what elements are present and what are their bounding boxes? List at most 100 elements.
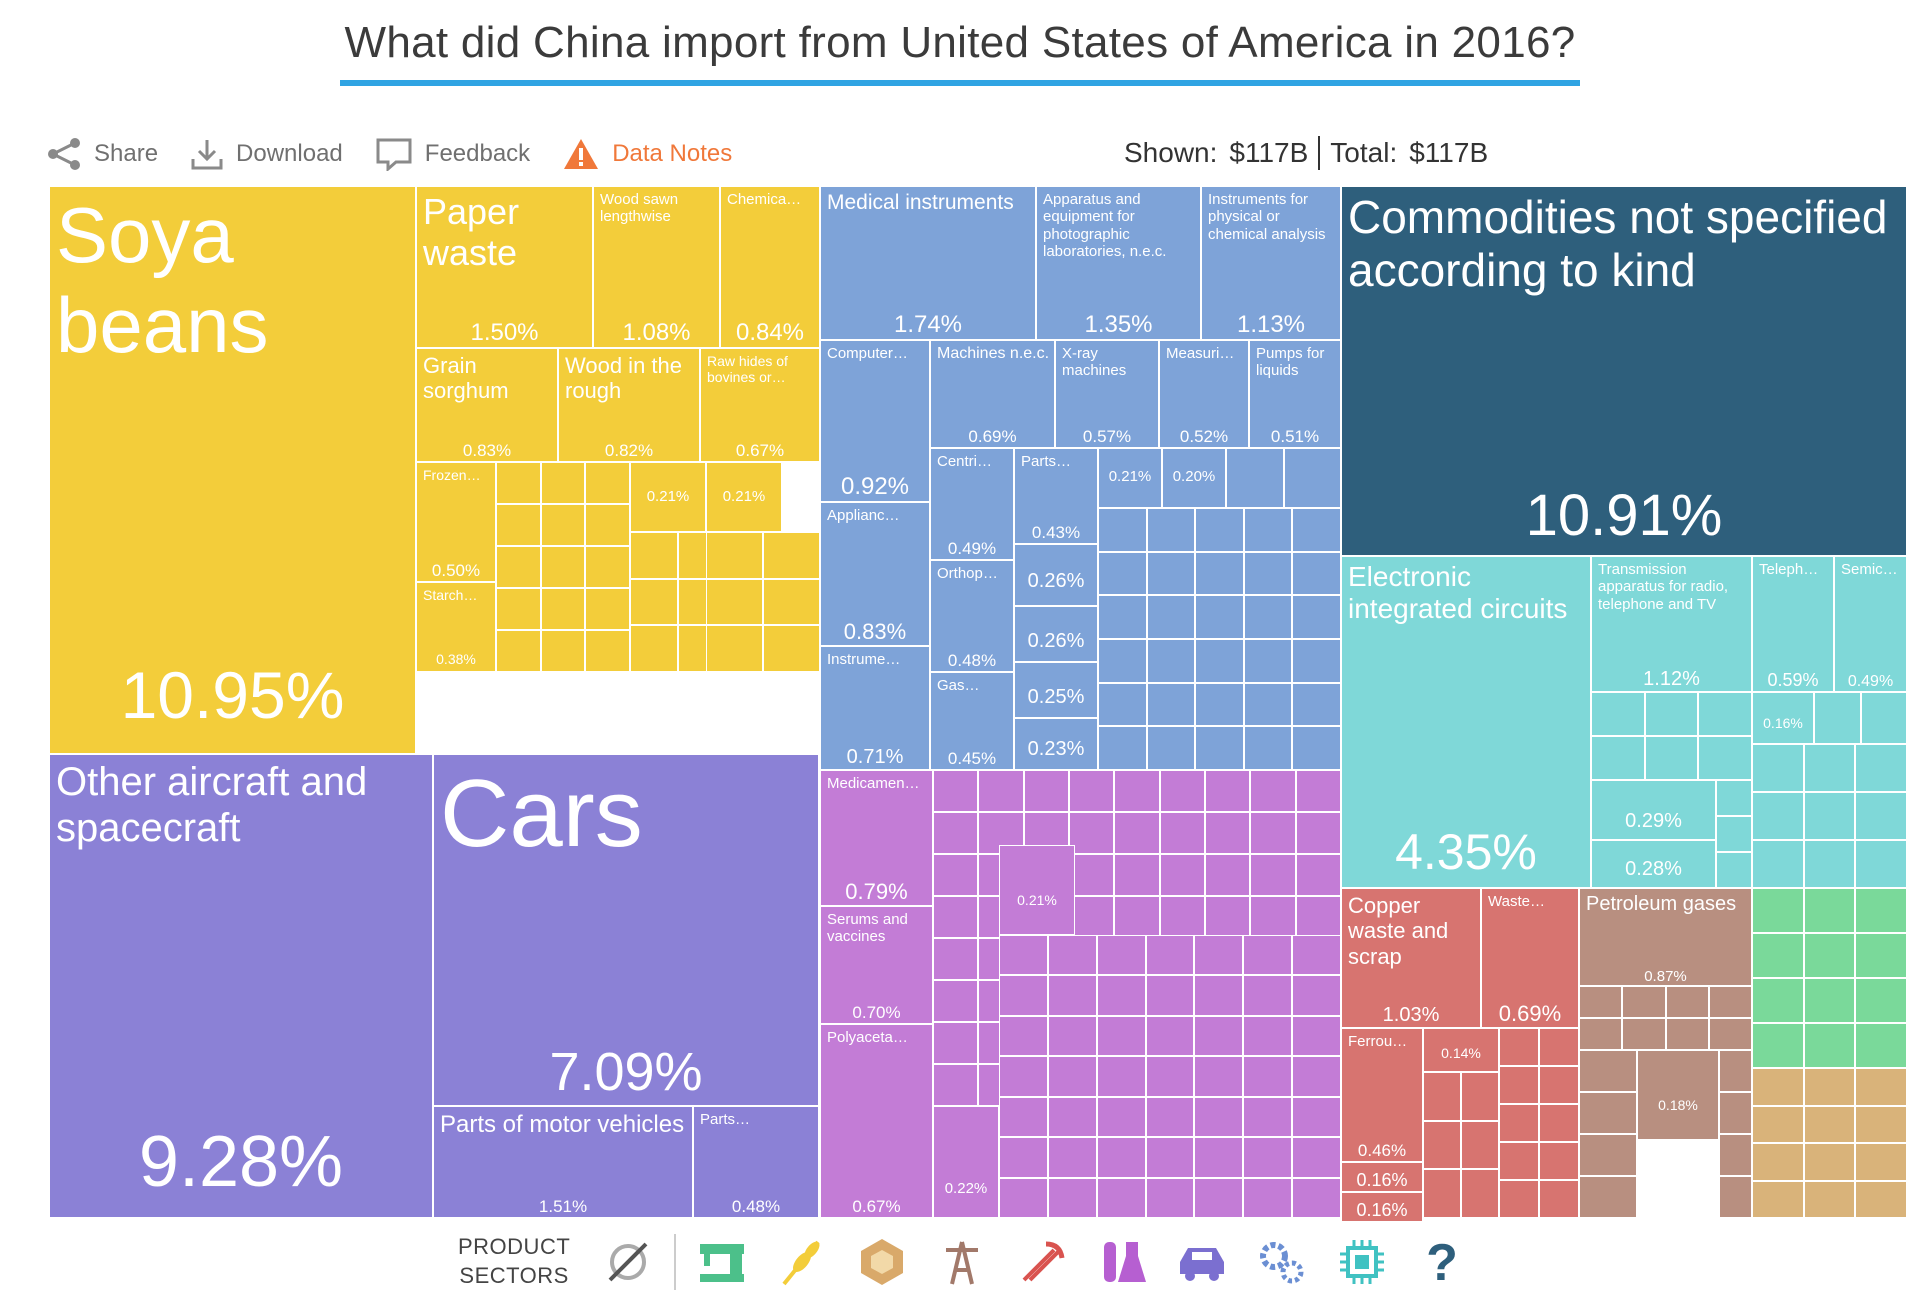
product-tile[interactable] [933,896,979,938]
machines-icon[interactable] [1254,1234,1310,1290]
product-tile[interactable] [1114,812,1160,854]
product-tile[interactable] [1292,975,1341,1016]
product-tile[interactable] [496,504,541,546]
product-tile[interactable] [1295,896,1341,938]
product-tile[interactable] [540,546,586,588]
product-tile[interactable]: 0.21% [1098,448,1162,508]
product-tile[interactable] [1855,978,1907,1023]
product-tile[interactable]: 0.20% [1162,448,1226,508]
product-tile[interactable]: Raw hides of bovines or… 0.67% [700,348,820,462]
metals-icon[interactable] [1014,1234,1070,1290]
product-tile[interactable] [1622,986,1666,1018]
product-tile[interactable] [1803,978,1856,1023]
product-tile[interactable] [1146,508,1196,552]
product-tile[interactable] [706,625,763,672]
product-tile[interactable] [1159,812,1205,854]
product-tile[interactable] [1698,736,1752,780]
product-tile[interactable] [1855,744,1907,792]
product-tile[interactable] [1194,1096,1244,1138]
product-tile[interactable] [1708,1018,1752,1050]
product-tile[interactable]: Teleph… 0.59% [1752,556,1834,692]
product-tile[interactable]: Pumps for liquids 0.51% [1249,340,1341,448]
product-tile[interactable] [1814,692,1861,744]
product-tile[interactable] [1243,682,1293,727]
product-tile[interactable] [763,578,820,626]
product-tile[interactable]: 0.26% [1014,606,1098,662]
product-tile[interactable] [540,504,586,546]
product-tile[interactable] [1047,1177,1097,1218]
electronics-icon[interactable] [1334,1234,1390,1290]
product-tile[interactable] [933,854,979,896]
product-tile[interactable]: Parts of motor vehicles 1.51% [433,1106,693,1218]
product-tile[interactable] [999,1137,1048,1178]
product-tile[interactable]: Starch… 0.38% [416,582,496,672]
product-tile[interactable] [1159,770,1205,812]
product-tile[interactable]: Orthop… 0.48% [930,560,1014,672]
product-tile[interactable] [933,980,979,1022]
product-tile[interactable] [496,546,541,588]
product-tile[interactable] [1591,692,1645,736]
product-tile[interactable] [585,588,630,630]
product-tile[interactable] [1146,682,1196,727]
product-tile[interactable] [1047,1096,1097,1138]
product-tile[interactable] [540,630,586,672]
product-tile[interactable] [706,578,763,626]
product-tile[interactable]: Medical instruments 1.74% [820,186,1036,340]
product-tile[interactable] [1098,508,1147,552]
product-tile[interactable] [1423,1072,1461,1121]
product-tile[interactable] [1250,896,1296,938]
product-tile[interactable]: Ferrou… 0.46% [1341,1028,1423,1162]
product-tile[interactable] [1292,1137,1341,1178]
product-tile[interactable] [1716,816,1752,852]
product-tile[interactable] [1803,744,1856,792]
product-tile[interactable] [1752,933,1804,978]
product-tile[interactable] [1461,1120,1499,1170]
product-tile[interactable] [1205,896,1251,938]
product-tile[interactable] [1145,1137,1195,1178]
product-tile[interactable] [1499,1180,1539,1218]
product-tile[interactable] [540,588,586,630]
product-tile[interactable] [933,1064,979,1106]
product-tile[interactable] [1243,508,1293,552]
product-tile[interactable] [1145,975,1195,1016]
share-button[interactable]: Share [46,137,158,171]
product-tile[interactable]: X-ray machines 0.57% [1055,340,1159,448]
product-tile[interactable] [1195,595,1244,639]
product-tile[interactable] [1423,1169,1461,1218]
product-tile[interactable] [1719,1050,1752,1092]
product-tile[interactable] [999,1177,1048,1218]
product-tile[interactable] [1803,888,1856,933]
product-tile[interactable] [1096,1056,1146,1097]
product-tile[interactable] [1719,1092,1752,1134]
product-tile[interactable] [1292,1015,1341,1057]
product-tile[interactable]: Waste… 0.69% [1481,888,1579,1028]
product-tile[interactable] [1461,1072,1499,1121]
minerals-icon[interactable] [934,1234,990,1290]
product-tile[interactable] [630,532,678,579]
chemicals-icon[interactable] [1094,1234,1150,1290]
product-tile[interactable] [1243,595,1293,639]
product-tile[interactable] [1803,792,1856,840]
feedback-button[interactable]: Feedback [375,137,530,171]
product-tile[interactable]: 0.21% [630,462,706,532]
product-tile[interactable] [1194,1015,1244,1057]
product-tile[interactable] [933,1022,979,1064]
product-tile[interactable] [1243,639,1293,683]
product-tile[interactable] [1855,933,1907,978]
product-tile[interactable] [1069,854,1115,896]
product-tile[interactable] [1243,1096,1293,1138]
product-tile[interactable]: 0.26% [1014,544,1098,606]
product-tile[interactable] [1803,1180,1856,1218]
product-tile[interactable] [1047,975,1097,1016]
product-tile[interactable]: 0.25% [1014,662,1098,718]
product-tile[interactable] [585,546,630,588]
product-tile[interactable]: Polyaceta… 0.67% [820,1024,933,1218]
product-tile[interactable] [933,938,979,980]
unknown-icon[interactable]: ? [1414,1234,1470,1290]
product-tile[interactable] [1098,682,1147,727]
product-tile[interactable] [585,504,630,546]
product-tile[interactable] [1752,888,1804,933]
product-tile[interactable]: 0.16% [1341,1162,1423,1192]
product-tile[interactable] [496,630,541,672]
product-tile[interactable] [1752,1068,1804,1106]
